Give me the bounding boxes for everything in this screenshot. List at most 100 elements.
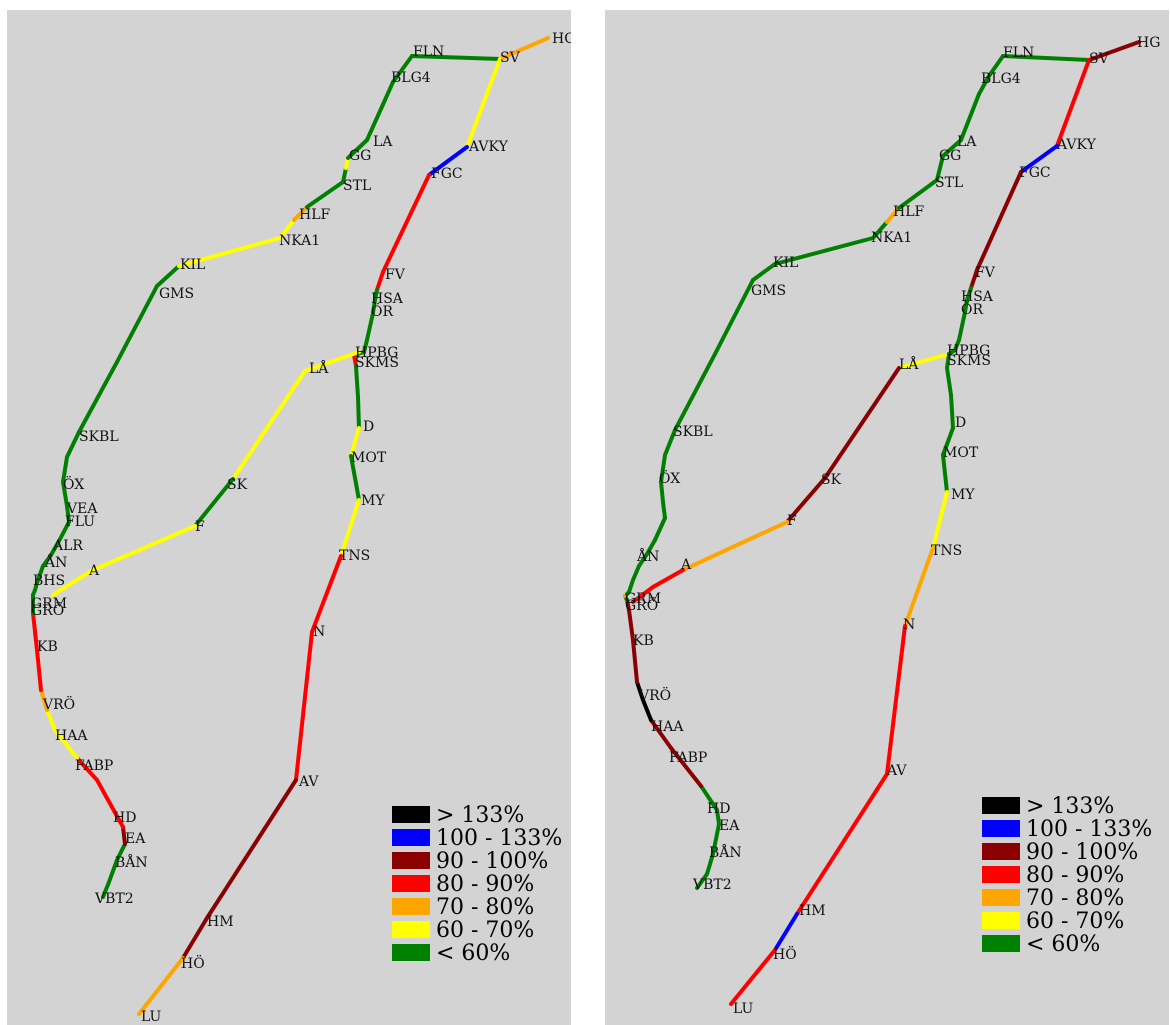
station-label: FABP <box>75 758 113 774</box>
track-segment <box>631 638 639 684</box>
track-segment <box>903 546 935 628</box>
station-label: ALR <box>52 538 83 554</box>
legend-swatch <box>392 829 430 846</box>
station-label: N <box>903 617 915 633</box>
legend-label: 90 - 100% <box>1026 840 1138 865</box>
station-label: VBT2 <box>94 891 134 907</box>
legend-swatch <box>982 866 1020 883</box>
station-label: MOT <box>351 450 387 466</box>
track-segment <box>1055 58 1091 148</box>
station-label: LÅ <box>309 359 329 377</box>
station-label: SK <box>821 472 842 488</box>
track-segment <box>885 624 907 776</box>
station-label: HAA <box>651 719 684 735</box>
track-segment <box>651 568 685 589</box>
station-label: AVKY <box>1056 137 1097 153</box>
track-segment <box>631 564 641 582</box>
track-segment <box>121 825 127 846</box>
station-label: VBT2 <box>692 877 732 893</box>
station-label: KB <box>37 639 58 655</box>
track-segment <box>945 352 951 370</box>
station-label: KB <box>633 633 654 649</box>
station-label: HM <box>799 903 826 919</box>
track-segments <box>31 36 550 1016</box>
track-segment <box>65 430 81 459</box>
track-segment <box>661 500 667 520</box>
track-segment <box>649 718 673 750</box>
station-label: STL <box>935 175 963 191</box>
track-segment <box>75 756 99 782</box>
track-segment <box>897 353 947 370</box>
track-segment <box>354 364 360 399</box>
legend-swatch <box>982 820 1020 837</box>
station-label: EA <box>125 831 146 847</box>
station-label: LU <box>141 1009 162 1025</box>
track-segment <box>356 395 361 430</box>
station-label: ÅN <box>44 553 67 571</box>
station-label: HD <box>707 801 730 817</box>
station-label: FLU <box>65 514 95 530</box>
track-segment <box>35 648 43 692</box>
legend-label: 100 - 133% <box>436 826 562 851</box>
station-label: NKA1 <box>279 233 320 249</box>
station-label: BLG4 <box>391 70 431 86</box>
track-segment <box>181 916 209 960</box>
network-map-right: HG FLN SV BLG4 LA AVKY GG FGC STL HLF NKA1 KIL FV GMS… <box>623 35 1160 1017</box>
station-label: SKMS <box>947 353 991 369</box>
track-segment <box>177 236 282 268</box>
track-segment <box>303 350 361 373</box>
station-label: GG <box>939 148 961 164</box>
track-segment <box>949 393 955 430</box>
track-segment <box>977 74 991 96</box>
track-segment <box>427 145 469 177</box>
track-segment <box>871 220 889 240</box>
track-segment <box>292 205 309 222</box>
legend-swatch <box>392 852 430 869</box>
legend-label: < 60% <box>436 941 510 966</box>
station-label: N <box>313 624 325 640</box>
track-segment <box>713 278 755 356</box>
track-segment <box>941 138 963 158</box>
station-label: BLG4 <box>981 71 1021 87</box>
station-label: SK <box>227 477 248 493</box>
station-label: BÅN <box>115 853 148 871</box>
station-labels: HG FLN SV BLG4 LA AVKY GG FGC STL HLF NKA1 KIL FV GMS… <box>625 35 1160 1017</box>
track-segment <box>383 80 395 102</box>
track-segment <box>137 956 185 1016</box>
station-label: FGC <box>1019 165 1051 181</box>
track-segment <box>362 338 369 354</box>
legend-label: 70 - 80% <box>436 895 534 920</box>
track-segment <box>61 480 69 508</box>
station-label: SV <box>1089 51 1110 67</box>
track-segment <box>773 236 875 266</box>
track-segment <box>349 454 361 502</box>
station-label: HG <box>552 31 571 47</box>
station-label: ÖR <box>371 302 393 320</box>
track-segment <box>95 778 120 820</box>
track-segment <box>381 173 431 274</box>
station-label: VRÖ <box>638 686 671 704</box>
station-label: HAA <box>55 728 88 744</box>
station-label: AVKY <box>468 139 509 155</box>
station-label: TNS <box>931 543 962 559</box>
station-labels: HG FLN SV BLG4 LA AVKY GG FGC STL HLF NKA1 KIL FV GMS… <box>31 31 571 1025</box>
track-segment <box>975 170 1023 272</box>
map-panel-right: HG FLN SV BLG4 LA AVKY GG FGC STL HLF NKA1 KIL FV GMS… <box>605 10 1169 1025</box>
station-label: GG <box>349 148 371 164</box>
track-segment <box>945 366 953 397</box>
station-label: HSA <box>961 289 994 305</box>
map-panel-left: HG FLN SV BLG4 LA AVKY GG FGC STL HLF NKA1 KIL FV GMS… <box>7 10 571 1025</box>
station-label: VRÖ <box>42 695 75 713</box>
station-label: VEA <box>66 501 98 517</box>
station-label: HD <box>113 810 136 826</box>
network-map-left: HG FLN SV BLG4 LA AVKY GG FGC STL HLF NKA1 KIL FV GMS… <box>31 31 571 1025</box>
track-segment <box>673 352 717 432</box>
track-segment <box>305 180 345 209</box>
legend-swatch <box>982 912 1020 929</box>
track-segment <box>278 218 296 240</box>
track-segment <box>365 98 387 142</box>
track-segment <box>957 310 967 342</box>
station-label: HPBG <box>355 345 398 361</box>
station-label: LA <box>373 134 393 150</box>
track-segment <box>965 286 973 302</box>
